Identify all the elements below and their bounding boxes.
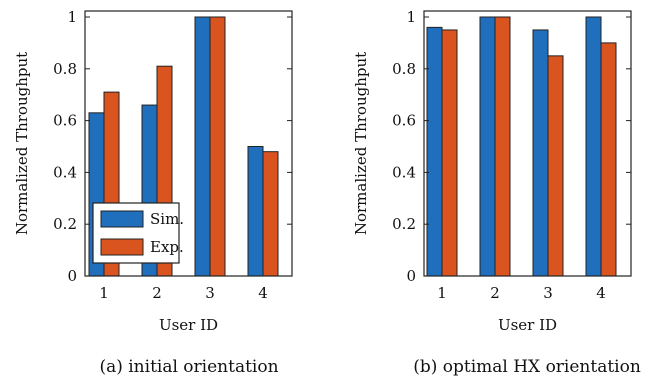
panel-b-ytick-label: 0 [406,267,416,285]
panel-a-bar-sim-user-3 [194,16,211,277]
panel-a-ytick-label: 0.6 [53,112,77,130]
panel-a-xlabel: User ID [159,316,218,334]
panel-b-bar-exp-user-1 [441,29,458,277]
panel-a: 0 0.2 0.4 0.6 0.8 1 1 2 3 4 Normalized Throughpu… [13,8,293,377]
panel-b-bar-exp-user-4 [600,42,617,277]
panel-b-yticks: 0 0.2 0.4 0.6 0.8 1 [392,8,631,285]
panel-b-bar-exp-user-2 [494,16,511,277]
panel-b-ytick-label: 0.2 [392,215,416,233]
panel-b-bar-sim-user-2 [479,16,496,277]
panel-b-bar-exp-user-3 [547,55,564,277]
panel-b-bar-sim-user-4 [585,16,602,277]
panel-a-xtick-label: 3 [205,284,215,302]
panel-a-ylabel: Normalized Throughput [13,52,31,235]
panel-a-ytick-label: 0.2 [53,215,77,233]
panel-b-bar-sim-user-3 [532,29,549,277]
panel-b-xtick-label: 4 [596,284,606,302]
panel-a-ytick-label: 0.4 [53,163,77,181]
panel-b-caption: (b) optimal HX orientation [413,357,641,377]
panel-a-bar-sim-user-4 [247,146,264,277]
panel-a-bar-exp-user-4 [262,151,279,277]
panel-a-xtick-label: 4 [258,284,268,302]
panel-b-frame [423,10,632,277]
panel-b-ylabel: Normalized Throughput [352,52,370,235]
panel-a-ytick-label: 0 [67,267,77,285]
panel-a-caption: (a) initial orientation [99,357,278,377]
panel-a-ytick-label: 1 [67,8,77,26]
panel-b-xtick-label: 1 [437,284,447,302]
panel-a-xtick-label: 2 [152,284,162,302]
legend: Sim. Exp. [92,202,184,264]
panel-b-bars [426,16,617,277]
panel-b-ytick-label: 0.6 [392,112,416,130]
panel-b-xtick-label: 2 [490,284,500,302]
panel-b-xlabel: User ID [498,316,557,334]
panel-b-ytick-label: 0.4 [392,163,416,181]
panel-b-bar-sim-user-1 [426,26,443,277]
legend-label-exp: Exp. [150,238,184,256]
panel-a-xticks: 1 2 3 4 [99,271,268,302]
legend-swatch-sim [100,210,144,228]
panel-b-xtick-label: 3 [543,284,553,302]
legend-label-sim: Sim. [150,210,184,228]
panel-b-ytick-label: 1 [406,8,416,26]
panel-a-bar-exp-user-3 [209,16,226,277]
panel-b-ytick-label: 0.8 [392,60,416,78]
panel-a-frame [84,10,293,277]
panel-a-yticks: 0 0.2 0.4 0.6 0.8 1 [53,8,292,285]
panel-b-xticks: 1 2 3 4 [437,271,606,302]
panel-b: 0 0.2 0.4 0.6 0.8 1 1 2 3 4 Normalized Throughpu… [352,8,641,377]
panel-a-ytick-label: 0.8 [53,60,77,78]
panel-a-xtick-label: 1 [99,284,109,302]
legend-swatch-exp [100,238,144,256]
